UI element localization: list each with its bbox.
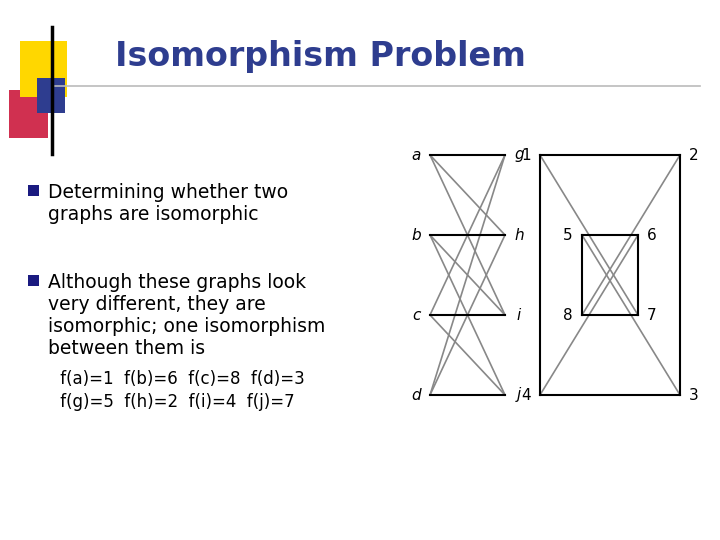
- Text: d: d: [411, 388, 420, 402]
- Text: 3: 3: [689, 388, 699, 402]
- Text: 7: 7: [647, 307, 657, 322]
- Text: 8: 8: [563, 307, 573, 322]
- Text: 4: 4: [521, 388, 531, 402]
- Bar: [28, 275, 39, 286]
- Text: 1: 1: [521, 147, 531, 163]
- Text: Isomorphism Problem: Isomorphism Problem: [115, 40, 526, 73]
- Text: h: h: [514, 227, 524, 242]
- Text: 6: 6: [647, 227, 657, 242]
- Text: Determining whether two: Determining whether two: [48, 183, 288, 202]
- Text: very different, they are: very different, they are: [48, 295, 266, 314]
- Bar: [37, 78, 65, 113]
- Text: graphs are isomorphic: graphs are isomorphic: [48, 205, 258, 224]
- Text: 2: 2: [689, 147, 699, 163]
- Text: c: c: [412, 307, 420, 322]
- Text: isomorphic; one isomorphism: isomorphic; one isomorphism: [48, 317, 325, 336]
- Text: j: j: [517, 388, 521, 402]
- Text: 5: 5: [563, 227, 573, 242]
- Text: Although these graphs look: Although these graphs look: [48, 273, 306, 292]
- Bar: [9, 90, 48, 138]
- Text: g: g: [514, 147, 524, 163]
- Text: f(a)=1  f(b)=6  f(c)=8  f(d)=3: f(a)=1 f(b)=6 f(c)=8 f(d)=3: [55, 370, 305, 388]
- Text: i: i: [517, 307, 521, 322]
- Text: f(g)=5  f(h)=2  f(i)=4  f(j)=7: f(g)=5 f(h)=2 f(i)=4 f(j)=7: [55, 393, 294, 411]
- Text: between them is: between them is: [48, 339, 205, 358]
- Text: a: a: [411, 147, 420, 163]
- Bar: [20, 40, 67, 97]
- Text: b: b: [411, 227, 420, 242]
- Bar: [28, 185, 39, 196]
